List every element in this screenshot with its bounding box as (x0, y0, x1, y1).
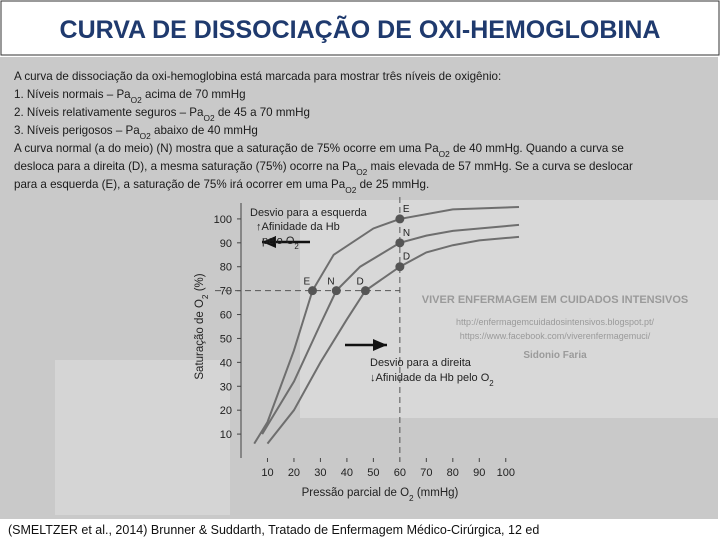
footer-citation: (SMELTZER et al., 2014) Brunner & Suddar… (8, 523, 539, 537)
y-tick-label: 70 (220, 286, 232, 298)
x-tick-label: 60 (394, 467, 406, 479)
arrow-head (262, 236, 276, 248)
curve (261, 223, 520, 435)
annotation: ↑Afinidade da Hb (256, 221, 340, 233)
x-tick-label: 50 (367, 467, 379, 479)
y-axis-label-subscript: 2 (201, 294, 210, 299)
title-box (0, 0, 720, 56)
y-axis-label: Saturação de O2 (%) (194, 273, 210, 379)
point-marker (360, 286, 370, 296)
body-text-segment: de 40 mmHg. Quando a curva se (450, 142, 624, 155)
body-text-subscript: O2 (439, 149, 450, 159)
x-tick-label: 90 (473, 467, 485, 479)
x-tick-label: 80 (447, 467, 459, 479)
x-axis-label: Pressão parcial de O2 (mmHg) (302, 487, 459, 503)
body-text: A curva normal (a do meio) (N) mostra qu… (14, 142, 624, 159)
body-text-segment: mais elevada de 57 mmHg. Se a curva se d… (367, 160, 633, 173)
y-tick-label: 20 (220, 405, 232, 417)
point-marker (395, 262, 405, 272)
annotation: Desvio para a direita (370, 357, 472, 369)
annotation-segment: pelo O (262, 235, 295, 247)
x-axis-label-segment: Pressão parcial de O (302, 487, 409, 499)
annotation-segment: Desvio para a direita (370, 357, 472, 369)
y-axis-label-segment: Saturação de O (194, 299, 206, 380)
annotation-segment: ↓Afinidade da Hb pelo O (370, 372, 490, 384)
body-text-subscript: O2 (131, 95, 142, 105)
body-text-segment: A curva de dissociação da oxi-hemoglobin… (14, 70, 501, 83)
body-text-segment: acima de 70 mmHg (142, 88, 246, 101)
point-label: N (403, 228, 410, 239)
watermark: VIVER ENFERMAGEM EM CUIDADOS INTENSIVOS (422, 294, 688, 306)
y-tick-label: 40 (220, 357, 232, 369)
x-tick-label: 10 (261, 467, 273, 479)
body-text-subscript: O2 (356, 167, 367, 177)
point-label: D (356, 277, 363, 288)
x-axis-label-segment: (mmHg) (414, 487, 459, 499)
body-text-segment: 2. Níveis relativamente seguros – Pa (14, 106, 204, 119)
point-marker (395, 238, 405, 248)
annotation-segment: Desvio para a esquerda (250, 207, 368, 219)
body-text-segment: para a esquerda (E), a saturação de 75% … (14, 178, 346, 191)
body-text: 1. Níveis normais – PaO2 acima de 70 mmH… (14, 88, 246, 105)
body-text-segment: desloca para a direita (D), a mesma satu… (14, 160, 357, 173)
annotation: ↓Afinidade da Hb pelo O2 (370, 372, 494, 388)
point-marker (331, 286, 341, 296)
watermark-panel (55, 360, 230, 515)
point-marker (307, 286, 317, 296)
body-text-segment: de 25 mmHg. (356, 178, 429, 191)
body-text: 3. Níveis perigosos – PaO2 abaixo de 40 … (14, 124, 258, 141)
curve (253, 205, 520, 445)
y-axis-label-segment: (%) (194, 273, 206, 294)
x-axis-label-subscript: 2 (409, 494, 414, 503)
point-marker (395, 214, 405, 224)
y-tick-label: 10 (220, 429, 232, 441)
annotation-subscript: 2 (294, 242, 298, 251)
point-label: N (327, 277, 334, 288)
slide-title: CURVA DE DISSOCIAÇÃO DE OXI-HEMOGLOBINA (60, 14, 661, 44)
body-text: A curva de dissociação da oxi-hemoglobin… (14, 70, 501, 83)
annotation-segment: ↑Afinidade da Hb (256, 221, 340, 233)
point-label: E (303, 277, 310, 288)
body-text-segment: 1. Níveis normais – Pa (14, 88, 131, 101)
body-text-segment: A curva normal (a do meio) (N) mostra qu… (14, 142, 439, 155)
y-tick-label: 50 (220, 333, 232, 345)
x-tick-label: 70 (420, 467, 432, 479)
body-text-segment: de 45 a 70 mmHg (215, 106, 310, 119)
annotation-subscript: 2 (489, 379, 493, 388)
body-text-segment: abaixo de 40 mmHg (151, 124, 258, 137)
watermark: https://www.facebook.com/viverenfermagem… (460, 331, 651, 341)
watermark: Sidonio Faria (523, 350, 587, 361)
point-label: D (403, 252, 410, 263)
point-label: E (403, 204, 410, 215)
x-tick-label: 30 (314, 467, 326, 479)
x-tick-label: 20 (288, 467, 300, 479)
body-text-subscript: O2 (140, 131, 151, 141)
annotation: pelo O2 (262, 235, 299, 251)
arrow-head (373, 339, 387, 351)
x-tick-label: 100 (497, 467, 515, 479)
body-text: desloca para a direita (D), a mesma satu… (14, 160, 633, 177)
annotation: Desvio para a esquerda (250, 207, 368, 219)
body-text-segment: 3. Níveis perigosos – Pa (14, 124, 140, 137)
body-text-subscript: O2 (345, 185, 356, 195)
body-text: para a esquerda (E), a saturação de 75% … (14, 178, 429, 195)
watermark-panel (300, 200, 718, 418)
body-text: 2. Níveis relativamente seguros – PaO2 d… (14, 106, 310, 123)
x-tick-label: 40 (341, 467, 353, 479)
y-tick-label: 60 (220, 310, 232, 322)
y-tick-label: 80 (220, 262, 232, 274)
watermark: http://enfermagemcuidadosintensivos.blog… (456, 317, 655, 327)
body-text-subscript: O2 (203, 113, 214, 123)
y-tick-label: 90 (220, 238, 232, 250)
y-tick-label: 100 (214, 214, 232, 226)
y-tick-label: 30 (220, 381, 232, 393)
